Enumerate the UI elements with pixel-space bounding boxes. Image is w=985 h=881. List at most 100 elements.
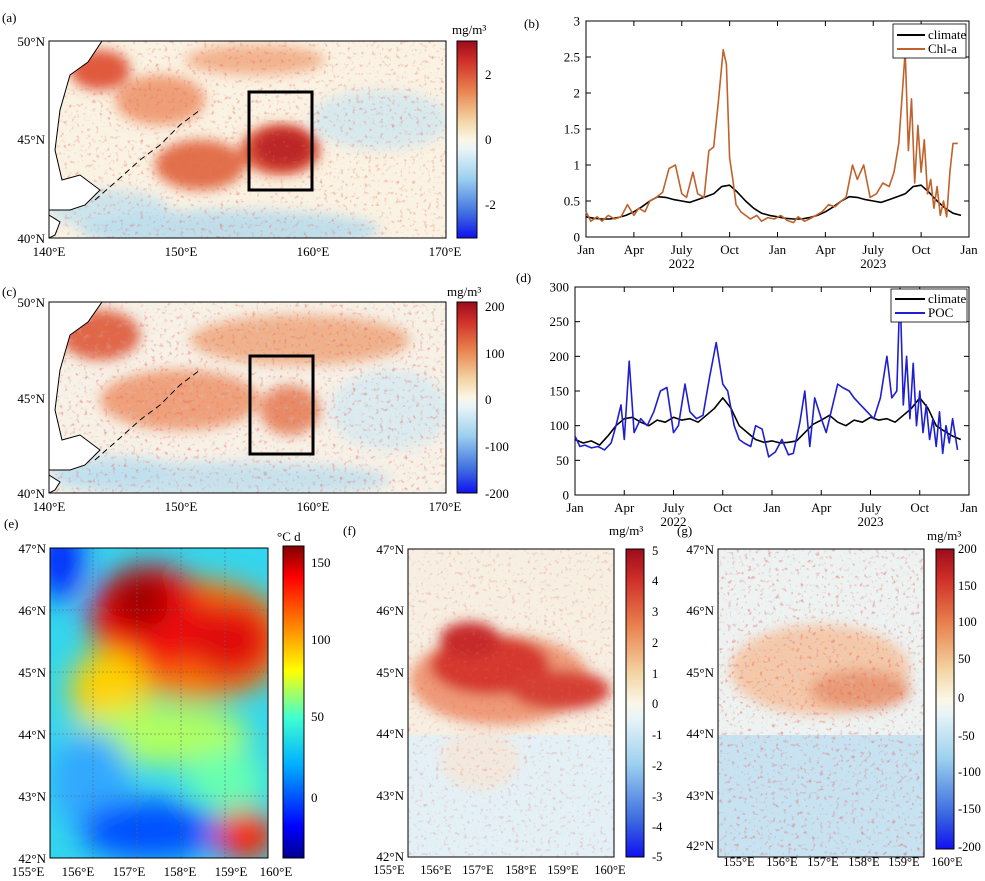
panel-c-cbar-tick: -100 [485, 439, 509, 454]
panel-b-ytick-label: 1 [574, 158, 581, 173]
panel-a-lat-tick: 40°N [17, 231, 45, 246]
panel-f-lat-tick: 46°N [376, 603, 404, 618]
panel-c-lat-tick: 40°N [17, 486, 45, 501]
panel-d-xtick-label: Apr [614, 500, 635, 515]
panel-a-cbar-tick: 2 [485, 67, 492, 82]
panel-e-cbar-tick: 50 [311, 709, 324, 724]
panel-e-cbar-tick: 150 [311, 555, 331, 570]
panel-e-lon-tick: 156°E [62, 864, 95, 879]
panel-g-lat-tick: 42°N [686, 838, 714, 853]
panel-g-colorbar: mg/m³ 200 150 100 50 0 -50 -100 -150 -20… [927, 528, 981, 854]
panel-d-ytick-label: 0 [563, 488, 570, 503]
panel-d-label: (d) [516, 270, 531, 285]
panel-g-cbar-tick: -150 [958, 802, 981, 816]
panel-g-cbar-tick: 200 [958, 542, 977, 556]
panel-b-ytick-label: 2 [574, 86, 581, 101]
panel-b-series-chl-a [585, 49, 958, 224]
panel-e: (e) [4, 516, 331, 879]
panel-a: (a) 50°N 45°N 40°N 140° [2, 10, 496, 259]
panel-c-frame [48, 301, 447, 494]
panel-g-lat-tick: 46°N [686, 603, 714, 618]
panel-c-lat-tick: 45°N [17, 391, 45, 406]
panel-c: (c) 50°N 45°N 40°N 140°E 1 [2, 284, 509, 514]
panel-g-lat-tick: 47°N [686, 542, 714, 557]
panel-a-cbar-tick: 0 [485, 132, 492, 147]
panel-d-xtick-label: Jan [960, 500, 978, 515]
panel-f-axes: 47°N 46°N 45°N 44°N 43°N 42°N 155°E 156°… [373, 542, 626, 877]
panel-e-lat-tick: 42°N [18, 851, 46, 866]
panel-a-lon-tick: 160°E [297, 244, 330, 259]
panel-f-unit: mg/m³ [609, 523, 643, 538]
panel-b-xtick-label: July [862, 242, 884, 257]
panel-b-xtick-label: Jan [769, 242, 787, 257]
panel-e-colorbar: °C d 150 100 50 0 [277, 529, 331, 859]
panel-f-cbar-tick: 0 [652, 697, 658, 711]
panel-a-axes: 50°N 45°N 40°N 140°E 150°E 160°E 170°E [17, 34, 461, 259]
panel-b-axes: 0 0.5 1 1.5 2 2.5 3 Jan Apr July Oct Jan Apr July Oct J… [564, 14, 978, 272]
panel-f-cbar-tick: 2 [652, 636, 658, 650]
panel-a-map [49, 41, 446, 238]
panel-e-axes: 47°N 46°N 45°N 44°N 43°N 42°N 155°E 156°… [12, 541, 293, 879]
panel-f-cbar-tick: -3 [652, 790, 662, 804]
panel-e-lat-tick: 47°N [18, 541, 46, 556]
panel-f-lon-tick: 157°E [462, 863, 494, 877]
panel-e-lon-tick: 160°E [260, 864, 293, 879]
panel-g-unit: mg/m³ [927, 528, 961, 543]
panel-d-xtick-label: Oct [713, 500, 732, 515]
panel-a-unit: mg/m³ [452, 22, 486, 37]
panel-f-lat-tick: 45°N [376, 665, 404, 680]
panel-g-frame [717, 548, 925, 858]
panel-f-lon-tick: 160°E [594, 863, 626, 877]
panel-f-cbar-tick: 3 [652, 605, 658, 619]
panel-c-lon-tick: 140°E [33, 499, 66, 514]
panel-f-cbar-tick: 1 [652, 667, 658, 681]
panel-b-legend: climate Chl-a [892, 23, 966, 59]
panel-c-map [49, 302, 446, 493]
panel-e-frame [49, 547, 269, 859]
panel-d-xtick-label: Jan [566, 500, 584, 515]
legend-label-climate: climate [928, 291, 966, 306]
panel-g-lon-tick: 159°E [888, 855, 920, 869]
legend-label-poc: POC [928, 305, 953, 320]
panel-g-lat-tick: 44°N [686, 726, 714, 741]
panel-g-cbar-tick: 50 [958, 652, 971, 666]
panel-d-xtick-label: July [860, 500, 882, 515]
panel-c-cbar-tick: 0 [485, 392, 492, 407]
panel-d-ytick-label: 150 [550, 384, 570, 399]
panel-g-cbar-tick: 0 [958, 691, 964, 705]
panel-b-xtick-label: Apr [624, 242, 645, 257]
panel-g-lon-tick: 156°E [766, 855, 798, 869]
panel-f-lon-tick: 156°E [420, 863, 452, 877]
panel-b-line-chart: (b) 0 0.5 1 1.5 2 2.5 3 Jan Apr July Oct Jan Apr July… [524, 14, 978, 272]
panel-e-lon-tick: 155°E [12, 864, 45, 879]
panel-b-xtick-label: Apr [815, 242, 836, 257]
panel-c-cbar-tick: 200 [485, 299, 505, 314]
panel-d-ytick-label: 50 [556, 453, 569, 468]
panel-b-ytick-label: 2.5 [564, 50, 580, 65]
panel-a-colorbar: mg/m³ 2 0 -2 [452, 22, 496, 239]
panel-g-lon-tick: 155°E [723, 855, 755, 869]
panel-d-series [574, 287, 962, 458]
panel-f-lon-tick: 158°E [505, 863, 537, 877]
panel-f-lon-tick: 155°E [373, 863, 405, 877]
panel-d-xtick-label: July [663, 500, 685, 515]
legend-label-chl-a: Chl-a [928, 41, 957, 56]
panel-e-unit: °C d [277, 529, 301, 544]
panel-f-label: (f) [343, 523, 356, 538]
panel-f-cbar-tick: 4 [652, 574, 659, 588]
panel-a-lon-tick: 140°E [33, 244, 66, 259]
panel-b-xtick-label: Jan [577, 242, 595, 257]
panel-g: (g) 47°N 46°N 45°N 44°N 43°N 42°N 155°E … [677, 523, 981, 869]
panel-c-label: (c) [2, 284, 16, 299]
panel-g-lon-tick: 158°E [848, 855, 880, 869]
panel-a-lat-tick: 45°N [17, 132, 45, 147]
panel-e-lon-tick: 157°E [113, 864, 146, 879]
panel-b-series-climate [585, 184, 962, 220]
panel-g-lat-tick: 43°N [686, 788, 714, 803]
panel-g-lon-tick: 160°E [931, 855, 963, 869]
panel-c-axes: 50°N 45°N 40°N 140°E 150°E 160°E 170°E [17, 295, 461, 514]
legend-label-climate: climate [928, 27, 966, 42]
panel-g-lat-tick: 45°N [686, 665, 714, 680]
panel-d-series-poc [574, 287, 959, 458]
